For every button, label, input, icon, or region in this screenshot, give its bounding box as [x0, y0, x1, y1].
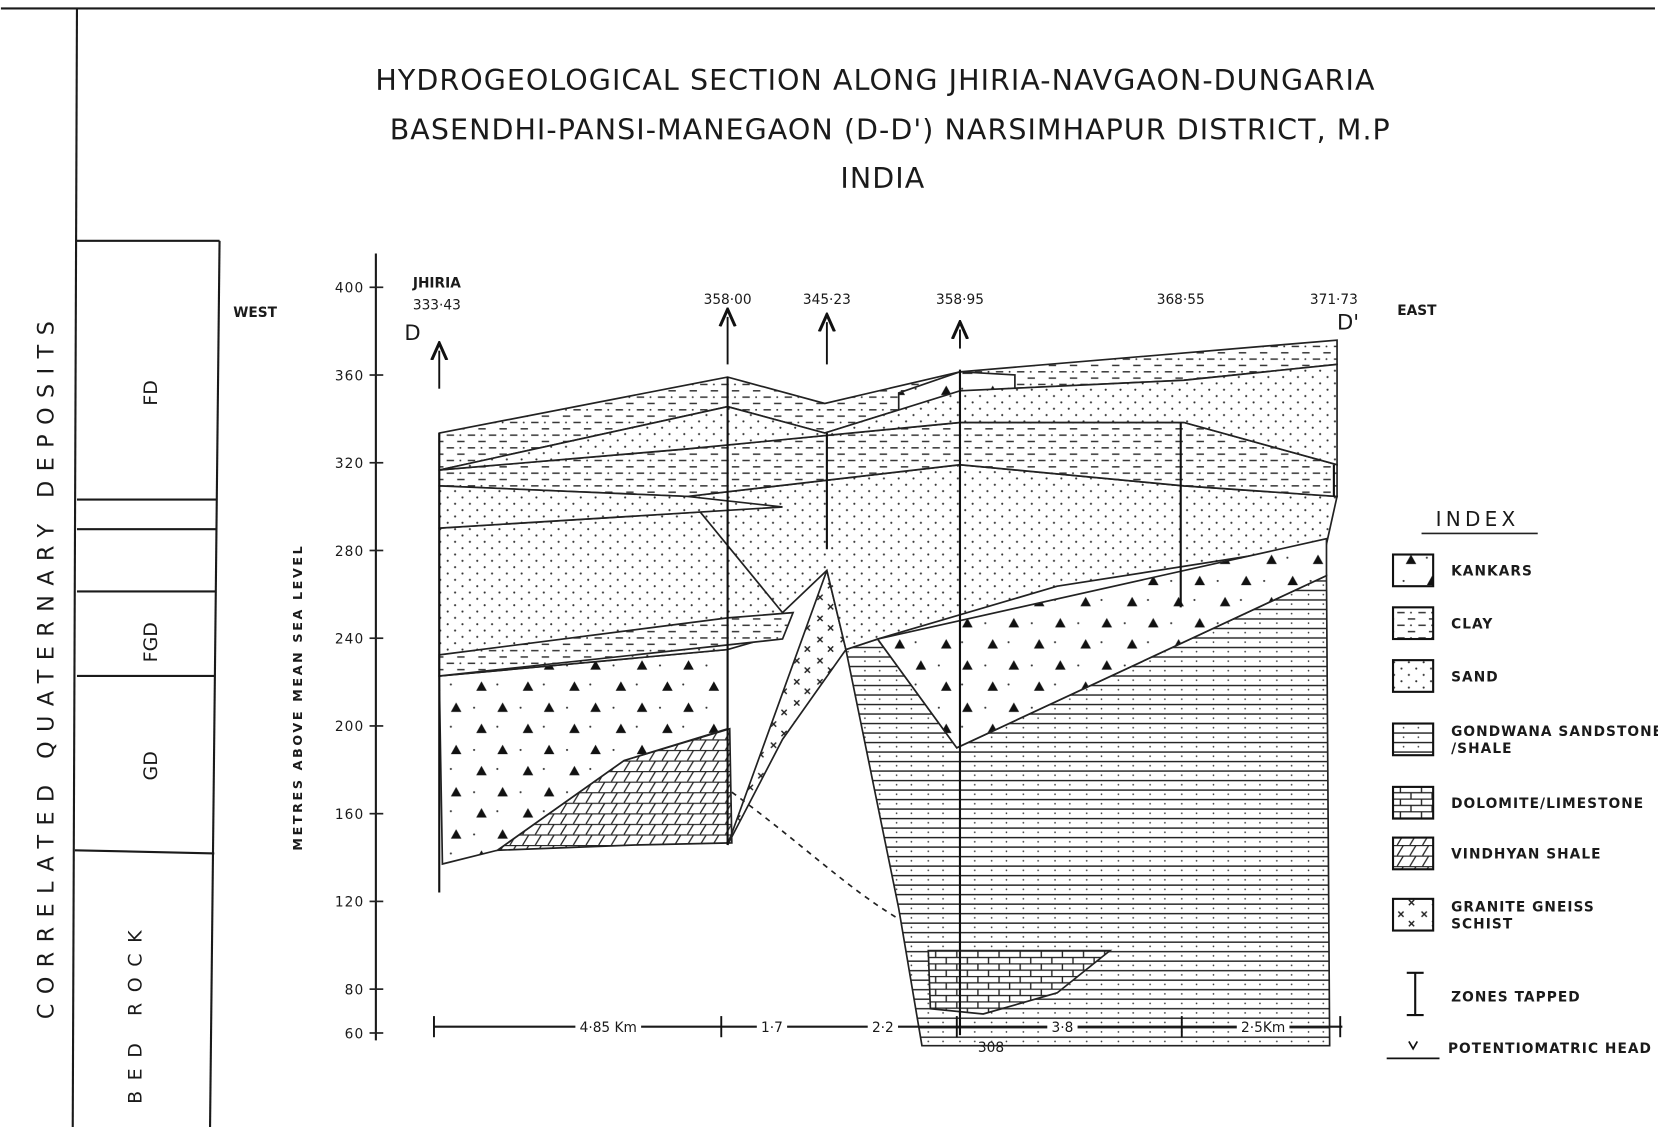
- well-elevation: 358·00: [704, 292, 752, 308]
- tick-label: 280: [335, 544, 364, 560]
- unit-label: FD: [140, 380, 162, 406]
- title-line: HYDROGEOLOGICAL SECTION ALONG JHIRIA-NAV…: [375, 64, 1375, 97]
- section-end: D: [404, 320, 420, 345]
- distance-label: 1·7: [761, 1020, 783, 1036]
- legend-label: KANKARS: [1451, 564, 1533, 580]
- legend-label: CLAY: [1451, 616, 1493, 632]
- unit-label: BED ROCK: [124, 920, 146, 1104]
- legend-symbol: [1393, 787, 1433, 819]
- well-elevation: 345·23: [803, 292, 851, 308]
- index-title: INDEX: [1436, 507, 1520, 531]
- tick-label: 360: [335, 368, 364, 384]
- legend-label: SCHIST: [1451, 916, 1513, 932]
- unit-label: GD: [140, 751, 162, 780]
- legend-symbol: [1393, 607, 1433, 639]
- well-name: JHIRIA: [412, 275, 461, 291]
- section-sheet: HYDROGEOLOGICAL SECTION ALONG JHIRIA-NAV…: [0, 0, 1658, 1127]
- section-end: D': [1337, 310, 1359, 335]
- legend-label: DOLOMITE/LIMESTONE: [1451, 796, 1644, 812]
- unit-label: FGD: [140, 622, 162, 662]
- well-elevation: 358·95: [936, 292, 984, 308]
- distance-label: 4·85 Km: [580, 1020, 637, 1036]
- legend-label: POTENTIOMATRIC HEAD: [1448, 1041, 1652, 1057]
- legend-symbol: [1387, 1041, 1440, 1058]
- tick-label: 400: [335, 281, 364, 297]
- legend-symbol: [1393, 660, 1433, 692]
- distance-label: 2·5Km: [1241, 1020, 1285, 1036]
- direction-label: WEST: [233, 305, 277, 321]
- tick-label: 80: [345, 982, 365, 998]
- index-items: KANKARS CLAY SAND GONDWANA SANDSTONE/SHALE D…: [1387, 555, 1658, 1059]
- legend-symbol: [1393, 838, 1433, 870]
- tick-label: 160: [335, 807, 364, 823]
- direction-label: EAST: [1397, 303, 1437, 319]
- tick-label: 320: [335, 456, 364, 472]
- legend-label: GRANITE GNEISS: [1451, 900, 1595, 916]
- tick-label: 200: [335, 719, 364, 735]
- well-elevation: 368·55: [1157, 292, 1205, 308]
- tick-label: 60: [345, 1026, 365, 1042]
- frame-line: [75, 850, 214, 853]
- well-elevation: 333·43: [413, 297, 461, 313]
- frame-line: [73, 8, 77, 1127]
- group-label: CORRELATED QUATERNARY DEPOSITS: [34, 312, 60, 1019]
- page: HYDROGEOLOGICAL SECTION ALONG JHIRIA-NAV…: [0, 0, 1658, 1127]
- legend-label: SAND: [1451, 669, 1499, 685]
- tick-label: 120: [335, 895, 364, 911]
- legend-symbol: [1393, 724, 1433, 756]
- legend-symbol: [1407, 973, 1424, 1015]
- tick-label: 240: [335, 631, 364, 647]
- distance-label: 2·2: [872, 1020, 894, 1036]
- legend-label: /SHALE: [1451, 741, 1512, 757]
- legend-label: ZONES TAPPED: [1451, 989, 1581, 1005]
- legend-symbol: [1393, 899, 1433, 931]
- depth-note: 308: [978, 1040, 1004, 1056]
- legend-label: VINDHYAN SHALE: [1451, 847, 1601, 863]
- well-elevation: 371·73: [1310, 292, 1358, 308]
- legend-symbol: [1393, 555, 1433, 587]
- distance-label: 3·8: [1052, 1020, 1074, 1036]
- legend-label: GONDWANA SANDSTONE: [1451, 724, 1658, 740]
- frame-line: [210, 241, 220, 1127]
- title-line: INDIA: [840, 162, 925, 195]
- title-line: BASENDHI-PANSI-MANEGAON (D-D') NARSIMHAP…: [390, 113, 1391, 146]
- geology: [439, 340, 1337, 1046]
- contact-line: [732, 792, 899, 919]
- axis-label: METRES ABOVE MEAN SEA LEVEL: [290, 544, 305, 851]
